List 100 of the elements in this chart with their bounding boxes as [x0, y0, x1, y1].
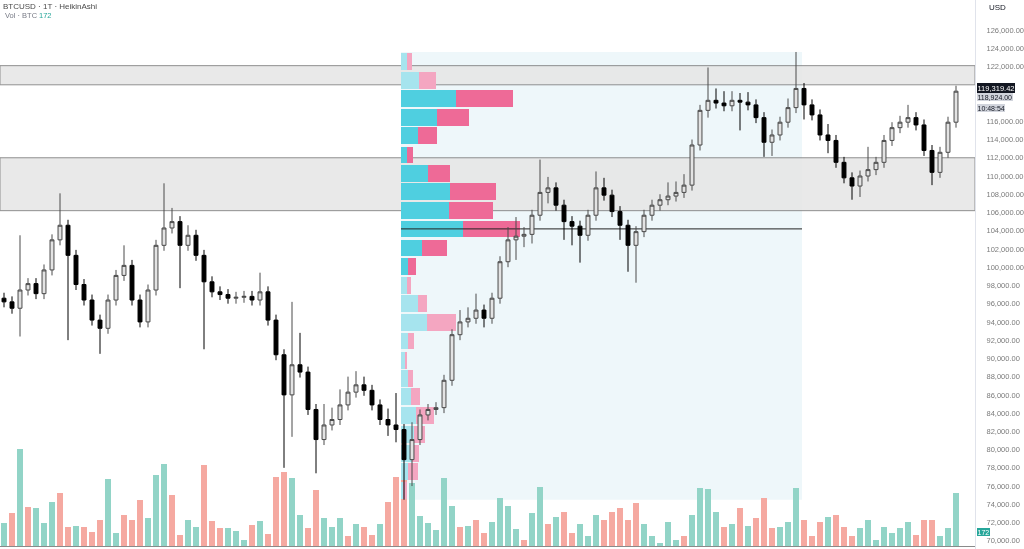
bar	[857, 528, 863, 546]
bar	[497, 498, 503, 546]
bar	[649, 536, 655, 546]
bar	[825, 517, 831, 546]
bar	[65, 527, 71, 546]
candlestick	[201, 249, 207, 350]
candlestick	[889, 121, 895, 147]
bar	[145, 518, 151, 546]
bar	[545, 524, 551, 546]
candlestick	[745, 91, 751, 111]
bar	[913, 535, 919, 546]
bar	[873, 540, 879, 546]
candlestick	[369, 384, 375, 411]
bar	[97, 520, 103, 546]
bar	[441, 478, 447, 546]
candlestick	[633, 225, 639, 284]
bar	[427, 314, 456, 331]
bar	[737, 508, 743, 546]
candlestick	[721, 90, 727, 112]
bar	[401, 90, 456, 107]
bar	[401, 240, 422, 256]
bar	[450, 183, 496, 200]
bar	[418, 295, 427, 312]
candlestick	[41, 263, 47, 300]
bar	[105, 479, 111, 546]
bar	[705, 489, 711, 546]
bar	[937, 536, 943, 546]
candlestick	[49, 233, 55, 276]
candlestick	[209, 275, 215, 298]
bar	[841, 527, 847, 546]
candlestick	[1, 292, 7, 308]
bar	[305, 528, 311, 546]
bar	[761, 498, 767, 546]
candlestick	[801, 82, 807, 120]
candlestick	[177, 215, 183, 289]
candlestick	[9, 295, 15, 315]
bar	[905, 522, 911, 546]
candlestick	[81, 278, 87, 307]
candlestick	[137, 294, 143, 328]
candlestick	[777, 116, 783, 141]
bar	[409, 483, 415, 546]
bar	[17, 449, 23, 546]
candlestick	[185, 224, 191, 252]
bar	[408, 258, 416, 275]
bar	[249, 525, 255, 546]
candlestick	[929, 144, 935, 186]
candlestick	[321, 403, 327, 446]
bar	[425, 523, 431, 546]
bar	[233, 531, 239, 546]
candlestick	[681, 173, 687, 199]
candlestick	[561, 199, 567, 241]
candlestick	[841, 156, 847, 184]
bar	[593, 515, 599, 546]
candlestick	[825, 123, 831, 154]
bar	[33, 508, 39, 546]
bar	[657, 543, 663, 546]
bar	[401, 72, 419, 89]
candlestick	[441, 374, 447, 414]
bar	[689, 515, 695, 546]
candlestick	[513, 216, 519, 261]
candlestick	[33, 277, 39, 300]
candlestick	[89, 294, 95, 327]
candlestick	[249, 290, 255, 307]
bar	[185, 520, 191, 546]
candlestick	[25, 277, 31, 296]
candlestick	[65, 219, 71, 341]
candlestick	[817, 108, 823, 141]
bar	[225, 528, 231, 546]
bar	[881, 527, 887, 546]
bar	[473, 520, 479, 546]
candlestick	[897, 115, 903, 134]
candlestick	[913, 111, 919, 131]
bar	[897, 528, 903, 546]
bar	[801, 520, 807, 546]
candlestick	[809, 98, 815, 121]
bar	[449, 202, 493, 219]
candlestick	[129, 259, 135, 307]
bar	[665, 522, 671, 546]
candlestick	[345, 376, 351, 411]
bar	[681, 536, 687, 546]
bar	[265, 534, 271, 546]
bar	[833, 515, 839, 546]
bar	[257, 521, 263, 546]
bar	[81, 527, 87, 546]
bar	[369, 535, 375, 546]
bar	[697, 488, 703, 546]
bar	[817, 522, 823, 546]
candlestick	[145, 284, 151, 328]
bar	[401, 407, 416, 424]
candlestick	[553, 181, 559, 212]
bar	[641, 524, 647, 546]
bar	[57, 493, 63, 546]
bar	[217, 528, 223, 546]
bar	[729, 524, 735, 546]
bar	[385, 502, 391, 546]
candlestick	[337, 388, 343, 426]
candlestick	[673, 180, 679, 203]
bar	[889, 533, 895, 546]
bar	[422, 240, 447, 256]
candlestick	[425, 403, 431, 421]
